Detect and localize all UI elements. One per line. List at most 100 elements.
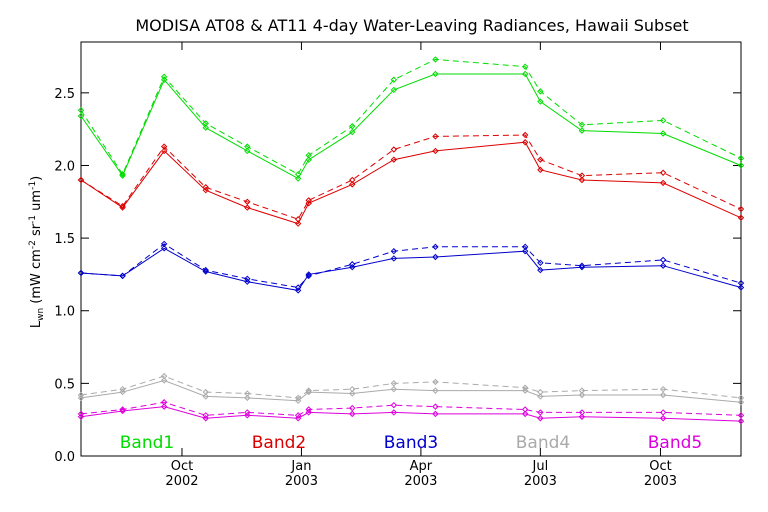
- ylabel-mid: sr: [29, 223, 44, 240]
- data-point-band5-at11: [244, 409, 251, 416]
- y-tick-label: 1.0: [54, 305, 75, 320]
- data-point-band4-at08: [202, 393, 209, 400]
- series-line-band1-at08: [80, 73, 742, 180]
- data-point-band4-at11: [432, 378, 439, 386]
- data-point-band3-at11: [659, 256, 667, 264]
- x-tick-year-label: 2002: [165, 474, 198, 489]
- data-point-band1-at11: [119, 170, 126, 178]
- data-point-band3-at11: [521, 243, 529, 251]
- data-point-band1-at11: [737, 155, 745, 162]
- x-tick-year-label: 2003: [524, 474, 557, 489]
- series-line-band3-at08: [80, 247, 742, 291]
- y-tick-label: 2.5: [54, 87, 75, 102]
- data-point-band1-at08: [349, 128, 356, 136]
- data-point-band5-at11: [659, 409, 667, 416]
- data-point-band4-at08: [305, 388, 312, 396]
- series-line-band2-at08: [80, 141, 742, 225]
- x-tick-year-label: 2003: [404, 474, 437, 489]
- data-point-band5-at08: [537, 415, 544, 422]
- data-point-band1-at08: [294, 175, 302, 182]
- data-point-band1-at08: [390, 86, 398, 94]
- ylabel-subscript: wn: [36, 308, 46, 321]
- data-point-band3-at11: [305, 272, 312, 280]
- y-tick-label: 0.0: [54, 450, 75, 465]
- series-band5: [77, 399, 745, 425]
- ylabel-unit-open: (mW cm: [29, 249, 44, 308]
- data-point-band3-at11: [349, 261, 356, 268]
- data-point-band3-at11: [244, 275, 251, 282]
- data-point-band5-at08: [737, 417, 745, 425]
- data-point-band1-at11: [521, 63, 529, 70]
- data-point-band2-at08: [521, 139, 529, 146]
- data-point-band5-at08: [349, 410, 356, 418]
- data-point-band4-at11: [737, 394, 745, 402]
- data-point-band5-at11: [160, 399, 168, 406]
- data-point-band5-at11: [202, 412, 209, 419]
- data-point-band1-at08: [432, 70, 439, 78]
- data-point-band1-at08: [659, 130, 667, 137]
- data-point-band4-at11: [578, 387, 586, 394]
- data-point-band4-at11: [77, 391, 85, 399]
- data-point-band2-at11: [432, 133, 439, 140]
- data-point-band2-at11: [294, 216, 302, 223]
- legend: Band1 Band2 Band3 Band4 Band5: [120, 433, 702, 453]
- data-point-band1-at08: [737, 162, 745, 169]
- data-point-band4-at08: [737, 399, 745, 406]
- plot-frame: [80, 41, 742, 457]
- data-point-band2-at11: [737, 205, 745, 213]
- x-tick-month-label: Oct: [649, 459, 671, 474]
- data-point-band4-at11: [305, 387, 312, 394]
- data-point-band3-at11: [77, 269, 85, 277]
- data-point-band3-at08: [521, 247, 529, 255]
- data-point-band4-at11: [160, 372, 168, 380]
- data-point-band5-at11: [305, 406, 312, 413]
- data-point-band5-at08: [390, 409, 398, 416]
- legend-label-band3: Band3: [384, 433, 438, 453]
- data-point-band1-at11: [202, 120, 209, 127]
- data-point-band1-at11: [305, 152, 312, 159]
- data-point-band1-at11: [578, 121, 586, 129]
- data-point-band3-at11: [119, 272, 126, 280]
- data-point-band1-at11: [659, 117, 667, 124]
- data-point-band2-at11: [349, 176, 356, 184]
- data-point-band1-at11: [244, 143, 251, 150]
- series-line-band4-at08: [80, 379, 742, 403]
- series-line-band2-at11: [80, 134, 742, 220]
- data-point-band1-at11: [349, 123, 356, 130]
- series-line-band5-at11: [80, 401, 742, 416]
- y-tick-label: 0.5: [54, 377, 75, 392]
- data-point-band4-at08: [244, 394, 251, 402]
- data-point-band4-at08: [390, 385, 398, 393]
- data-point-band4-at11: [349, 385, 356, 393]
- data-point-band3-at08: [160, 245, 168, 252]
- series-band2: [77, 131, 745, 227]
- data-point-band4-at11: [390, 380, 398, 387]
- data-point-band3-at08: [432, 253, 439, 261]
- data-point-band3-at08: [737, 284, 745, 291]
- data-point-band1-at08: [305, 156, 312, 163]
- ylabel-end: ): [29, 176, 44, 181]
- data-point-band4-at08: [160, 377, 168, 384]
- data-point-band5-at11: [432, 403, 439, 410]
- x-tick-year-label: 2003: [644, 474, 677, 489]
- data-point-band4-at11: [659, 385, 667, 393]
- data-point-band2-at11: [537, 156, 544, 163]
- data-point-band4-at08: [578, 391, 586, 399]
- data-point-band1-at11: [77, 107, 85, 114]
- data-point-band5-at11: [349, 404, 356, 412]
- data-point-band2-at11: [521, 131, 529, 139]
- data-point-band2-at08: [432, 147, 439, 155]
- data-point-band5-at11: [578, 409, 586, 416]
- data-point-band2-at08: [294, 220, 302, 227]
- data-point-band3-at08: [578, 263, 586, 271]
- data-point-band2-at08: [390, 156, 398, 163]
- data-point-band1-at08: [537, 98, 544, 105]
- data-point-band3-at11: [578, 262, 586, 269]
- data-point-band1-at08: [202, 124, 209, 131]
- data-point-band5-at08: [521, 410, 529, 418]
- data-point-band2-at08: [160, 147, 168, 155]
- data-point-band4-at11: [537, 388, 544, 396]
- data-point-band5-at08: [160, 403, 168, 410]
- data-point-band3-at11: [160, 240, 168, 248]
